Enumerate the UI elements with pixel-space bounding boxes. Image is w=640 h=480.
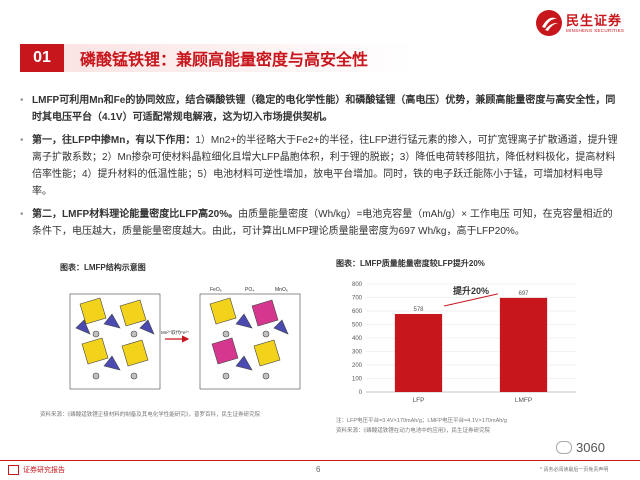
paragraph-2-text: 1）Mn2+的半径略大于Fe2+的半径，往LFP进行锰元素的掺入，可扩宽锂离子扩…: [32, 135, 618, 197]
paragraph-3: 第二，LMFP材料理论能量密度比LFP高20%。由质量能量密度（Wh/kg）=电…: [20, 206, 620, 240]
paragraph-1: LMFP可利用Mn和Fe的协同效应，结合磷酸铁锂（稳定的电化学性能）和磷酸锰锂（…: [20, 92, 620, 126]
brand-logo: 民生证券 MINSHENG SECURITIES: [536, 10, 624, 36]
data-label: 578: [413, 307, 424, 313]
x-tick-label: LFP: [413, 397, 425, 404]
paragraph-1-lead: LMFP可利用Mn和Fe的协同效应，结合磷酸铁锂（稳定的电化学性能）和磷酸锰锂（…: [32, 95, 616, 123]
footer: 证券研究报告 6 * 请务必阅读最后一页免责声明: [0, 460, 640, 480]
body-text: LMFP可利用Mn和Fe的协同效应，结合磷酸铁锂（稳定的电化学性能）和磷酸锰锂（…: [20, 92, 620, 246]
logo-mark-icon: [536, 10, 562, 36]
annotation-label: 提升20%: [453, 285, 489, 296]
lmfp-structure-diagram: Mn²⁺取代Fe²⁺ FeO₆ PO₄ MnO₆: [60, 284, 310, 394]
watermark: 3060: [556, 440, 605, 455]
label-feo6: FeO₆: [210, 287, 222, 293]
page-number: 6: [316, 465, 321, 474]
y-tick-label: 700: [352, 296, 363, 302]
bar-lfp: [394, 313, 443, 392]
bar-lmfp: [499, 297, 548, 392]
label-substitution: Mn²⁺取代Fe²⁺: [161, 329, 190, 336]
y-tick-label: 600: [352, 309, 363, 315]
footer-disclaimer: * 请务必阅读最后一页免责声明: [540, 467, 609, 473]
paragraph-2: 第一，往LFP中掺Mn，有以下作用：1）Mn2+的半径略大于Fe2+的半径，往L…: [20, 132, 620, 200]
report-icon: [8, 465, 19, 475]
y-tick-label: 0: [359, 390, 363, 396]
y-tick-label: 800: [352, 282, 363, 288]
footer-left: 证券研究报告: [8, 465, 65, 475]
figure2-note: 注：LFP电压平台=3.4V×170mAh/g；LMFP电压平台=4.1V×17…: [336, 418, 507, 424]
watermark-text: 3060: [576, 440, 605, 455]
y-tick-label: 100: [352, 377, 363, 383]
figure2-source: 资料来源：《磷酸锰铁锂在动力电池中的应用》，民生证券研究院: [336, 428, 491, 434]
annotation-arrow: [444, 293, 498, 307]
section-number: 01: [20, 44, 64, 72]
paragraph-2-lead: 第一，往LFP中掺Mn，有以下作用：: [32, 135, 196, 146]
brand-name-en: MINSHENG SECURITIES: [566, 27, 625, 33]
y-tick-label: 200: [352, 363, 363, 369]
footer-left-text: 证券研究报告: [23, 467, 65, 474]
data-label: 697: [518, 291, 529, 297]
section-title: 磷酸锰铁锂：兼顾高能量密度与高安全性: [80, 52, 369, 69]
y-tick-label: 400: [352, 336, 363, 342]
label-po4: PO₄: [245, 287, 254, 293]
figure1-title: 图表：LMFP结构示意图: [60, 263, 146, 272]
section-title-bar: 磷酸锰铁锂：兼顾高能量密度与高安全性: [64, 44, 414, 72]
y-tick-label: 300: [352, 350, 363, 356]
x-tick-label: LMFP: [515, 397, 532, 404]
brand-name-cn: 民生证券: [566, 12, 623, 28]
figure2-title: 图表：LMFP质量能量密度较LFP提升20%: [336, 259, 485, 268]
structure-left: [69, 293, 161, 390]
paragraph-3-text: 由质量能量密度（Wh/kg）=电池克容量（mAh/g）× 工作电压 可知，在克容…: [32, 209, 613, 237]
paragraph-3-lead: 第二，LMFP材料理论能量密度比LFP高20%。: [32, 209, 239, 220]
structure-right: [199, 293, 301, 390]
chat-bubble-icon: [556, 441, 572, 454]
figure1-source: 资料来源：《磷酸锰铁锂正极材料的制备及其电化学性能研究》，普罗百科，民生证券研究…: [40, 412, 261, 418]
energy-density-chart: 0 100 200 300 400 500 600 700 800 578 LFP 697 LMFP 提升…: [352, 282, 576, 404]
label-mno6: MnO₆: [275, 287, 288, 293]
y-tick-label: 500: [352, 323, 363, 329]
footer-divider: [0, 460, 640, 461]
